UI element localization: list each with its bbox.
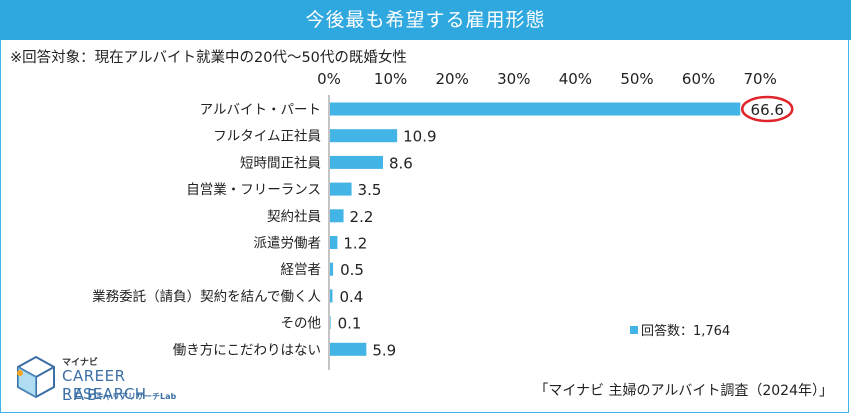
category-label: 経営者 <box>281 262 322 278</box>
x-tick-label: 0% <box>317 70 341 88</box>
value-label: 1.2 <box>343 235 367 253</box>
x-tick-label: 40% <box>559 70 592 88</box>
bar <box>330 289 333 303</box>
logo-lab-text: LAB <box>62 386 101 404</box>
value-label: 3.5 <box>358 181 382 199</box>
bar <box>330 129 398 143</box>
value-label: 2.2 <box>350 208 374 226</box>
category-label: 業務委託（請負）契約を結んで働く人 <box>92 289 321 305</box>
category-label: 短時間正社員 <box>240 155 321 171</box>
category-label: 自営業・フリーランス <box>186 182 321 198</box>
value-label: 0.5 <box>340 261 364 279</box>
highlight-circle <box>741 95 794 123</box>
logo-jp-text: キャリアリサーチLab <box>96 392 177 401</box>
x-tick-label: 70% <box>744 70 777 88</box>
legend: 回答数：1,764 <box>630 320 730 339</box>
category-label: アルバイト・パート <box>200 102 321 118</box>
category-label: 派遣労働者 <box>254 236 322 252</box>
x-tick-label: 30% <box>497 70 530 88</box>
chart-subtitle: ※回答対象：現在アルバイト就業中の20代～50代の既婚女性 <box>10 50 407 66</box>
value-label: 0.1 <box>338 315 362 333</box>
logo-brand: マイナビ <box>62 358 98 368</box>
bar <box>330 342 367 356</box>
category-label: フルタイム正社員 <box>213 129 321 145</box>
bar <box>330 155 383 169</box>
x-tick-label: 20% <box>436 70 469 88</box>
cube-logo-icon <box>17 355 55 399</box>
bar <box>330 209 344 223</box>
category-label: 契約社員 <box>267 209 321 225</box>
bar <box>330 236 338 249</box>
bar <box>330 102 741 116</box>
x-tick-label: 60% <box>682 70 715 88</box>
x-tick-label: 50% <box>620 70 653 88</box>
chart-title: 今後最も希望する雇用形態 <box>0 0 851 40</box>
value-label: 5.9 <box>372 341 396 359</box>
value-label: 8.6 <box>389 154 413 172</box>
bar <box>330 262 334 276</box>
source-note: 「マイナビ 主婦のアルバイト調査（2024年）」 <box>534 383 833 399</box>
value-label: 0.4 <box>339 288 363 306</box>
legend-label: 回答数：1,764 <box>641 324 731 339</box>
bar <box>330 182 352 196</box>
value-label: 10.9 <box>403 128 436 146</box>
value-label: 66.6 <box>751 101 784 119</box>
category-label: その他 <box>281 316 322 332</box>
bar <box>330 316 331 330</box>
legend-swatch <box>630 325 638 334</box>
career-research-lab-logo: マイナビ CAREER RESEARCH LAB キャリアリサーチLab <box>14 353 214 409</box>
x-tick-label: 10% <box>374 70 407 88</box>
category-label: 働き方にこだわりはない <box>173 342 321 358</box>
logo-main-text: CAREER RESEARCH <box>62 367 147 403</box>
